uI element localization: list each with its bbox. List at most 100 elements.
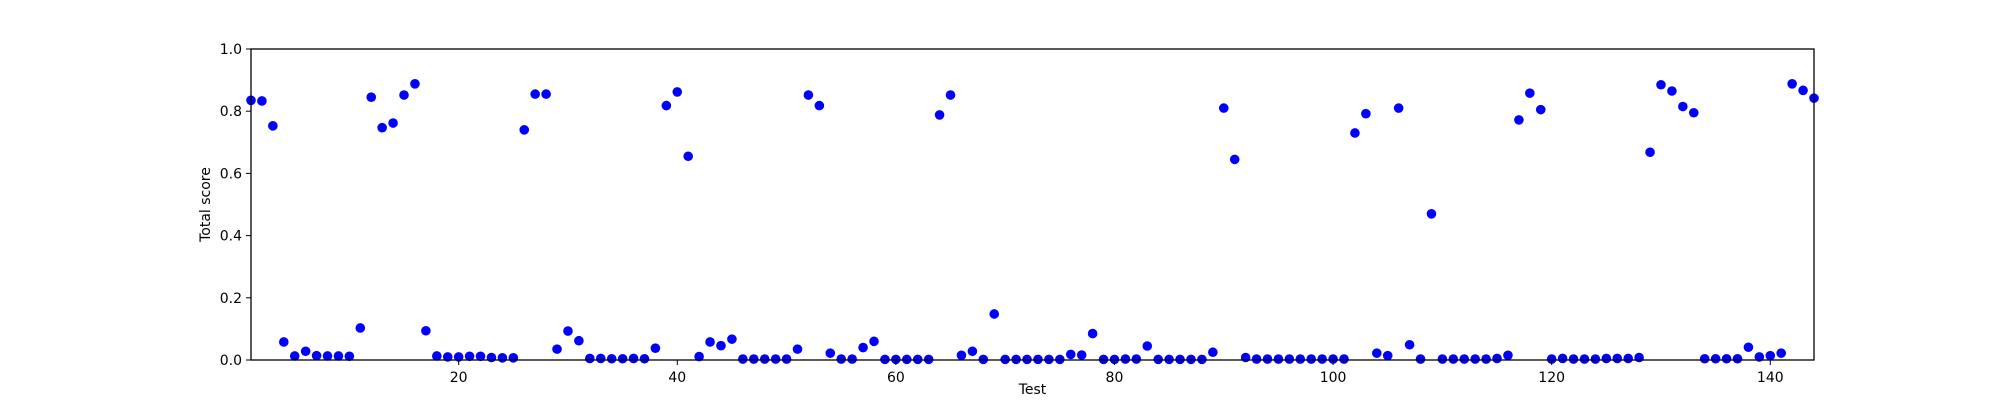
data-point (1295, 354, 1306, 364)
data-point (1514, 115, 1524, 125)
data-point (738, 354, 748, 364)
data-point (1393, 103, 1404, 113)
data-point (497, 353, 508, 363)
data-point (748, 354, 759, 364)
data-point (1251, 354, 1262, 364)
data-point (650, 343, 661, 353)
data-point (1218, 103, 1229, 113)
data-point (1317, 354, 1327, 364)
data-point (585, 353, 595, 364)
data-point (945, 90, 956, 100)
y-tick-label: 0.0 (220, 353, 242, 369)
data-point (344, 351, 355, 362)
data-point (1612, 353, 1623, 364)
data-points (246, 79, 1819, 365)
data-point (1208, 347, 1218, 358)
data-point (628, 353, 639, 364)
data-point (322, 351, 333, 361)
data-point (989, 309, 1000, 319)
data-point (1306, 354, 1317, 364)
data-point (442, 352, 453, 362)
data-point (1546, 354, 1557, 364)
data-point (278, 337, 289, 347)
data-point (552, 344, 562, 354)
data-point (399, 90, 409, 100)
axes-frame (250, 48, 1815, 361)
data-point (432, 351, 442, 361)
data-point (1568, 354, 1579, 364)
x-tick-label: 20 (450, 370, 468, 386)
data-point (1710, 353, 1721, 364)
x-axis-label: Test (1018, 382, 1047, 398)
data-point (574, 335, 584, 346)
data-point (1273, 354, 1284, 364)
y-tick-label: 0.2 (220, 291, 242, 307)
data-point (1776, 348, 1787, 358)
x-tick-label: 60 (887, 370, 905, 386)
data-point (1557, 353, 1568, 364)
data-point (508, 353, 519, 363)
data-point (770, 354, 781, 364)
data-point (377, 122, 387, 133)
data-point (1372, 348, 1382, 358)
data-point (825, 348, 836, 358)
y-tick-label: 1.0 (220, 42, 242, 58)
data-point (1754, 352, 1765, 362)
data-point (486, 352, 497, 363)
data-point (1798, 85, 1808, 96)
x-tick-label: 80 (1106, 370, 1124, 386)
data-point (781, 354, 792, 364)
data-point (1437, 354, 1448, 364)
data-point (1656, 79, 1666, 90)
x-tick-label: 100 (1320, 370, 1347, 386)
data-point (541, 89, 551, 99)
data-point (639, 353, 650, 364)
data-point (410, 79, 420, 89)
x-tick-label: 120 (1538, 370, 1565, 386)
data-point (967, 346, 978, 357)
data-point (1470, 354, 1480, 364)
data-point (563, 326, 573, 336)
data-point (1492, 353, 1502, 364)
data-point (1535, 104, 1546, 115)
data-point (1284, 354, 1295, 364)
data-point (1525, 88, 1535, 98)
data-point (289, 351, 300, 361)
data-point (869, 336, 879, 347)
data-point (1721, 353, 1732, 364)
data-point (1328, 354, 1338, 364)
data-point (1634, 352, 1644, 363)
data-point (1339, 354, 1349, 364)
data-point (672, 87, 683, 97)
data-point (311, 350, 322, 361)
data-point (1579, 354, 1590, 364)
data-point (606, 353, 617, 364)
data-point (1415, 354, 1426, 364)
data-point (366, 92, 377, 102)
data-point (1645, 147, 1655, 158)
y-axis-ticks: 0.0 0.2 0.4 0.6 0.8 1.0 (220, 42, 251, 369)
data-point (956, 350, 967, 361)
data-point (519, 125, 530, 135)
data-point (388, 118, 398, 128)
data-point (1448, 354, 1459, 364)
data-point (1765, 350, 1776, 361)
data-point (530, 89, 540, 99)
data-point (1262, 354, 1273, 364)
data-point (1678, 101, 1688, 112)
data-point (1076, 350, 1087, 360)
data-point (1503, 350, 1513, 361)
data-point (1350, 128, 1360, 138)
data-point (1459, 354, 1470, 364)
data-point (1699, 353, 1710, 364)
data-point (1361, 108, 1371, 119)
data-point (1382, 350, 1393, 361)
data-point (617, 353, 628, 364)
data-point (683, 151, 693, 162)
data-point (727, 334, 737, 344)
x-tick-label: 40 (668, 370, 686, 386)
data-point (803, 90, 814, 100)
data-point (661, 100, 672, 111)
data-point (464, 351, 475, 362)
